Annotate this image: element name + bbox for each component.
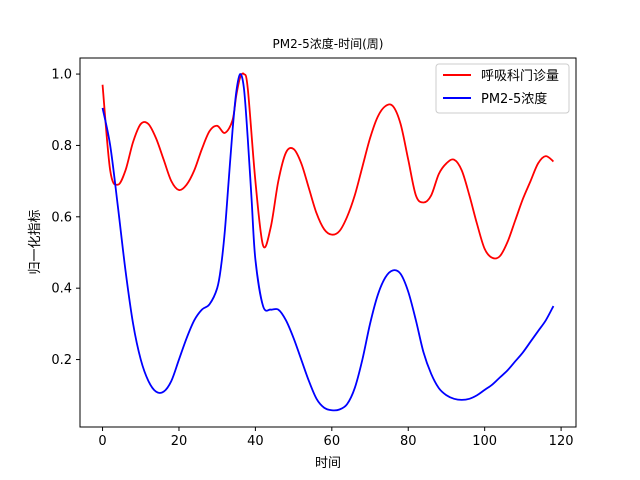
- plot-frame: [79, 57, 577, 428]
- legend-box: [435, 63, 570, 114]
- chart-title: PM2-5浓度-时间(周): [273, 36, 384, 51]
- legend: 呼吸科门诊量 PM2-5浓度: [435, 63, 570, 114]
- y-tick-label: 1.0: [51, 68, 72, 83]
- x-tick-label: 40: [247, 434, 264, 449]
- x-tick-label: 100: [472, 434, 497, 449]
- x-tick-label: 60: [324, 434, 341, 449]
- y-axis-ticks: 0.2 0.4 0.6 0.8 1.0: [51, 68, 80, 368]
- y-tick-label: 0.8: [51, 139, 72, 154]
- series-layer: [101, 72, 555, 412]
- x-tick-label: 120: [549, 434, 574, 449]
- x-axis-label: 时间: [315, 456, 341, 471]
- x-tick-label: 20: [171, 434, 188, 449]
- x-tick-label: 0: [98, 434, 106, 449]
- y-tick-label: 0.4: [51, 282, 72, 297]
- legend-label-visits: 呼吸科门诊量: [481, 69, 559, 84]
- x-tick-label: 80: [400, 434, 417, 449]
- series-line-0: [101, 72, 555, 260]
- series-line-1: [101, 73, 555, 412]
- y-tick-label: 0.2: [51, 353, 72, 368]
- y-axis-label: 归一化指标: [28, 209, 43, 274]
- legend-label-pm25: PM2-5浓度: [481, 91, 547, 107]
- x-axis-ticks: 0 20 40 60 80 100 120: [98, 427, 574, 449]
- y-tick-label: 0.6: [51, 210, 72, 225]
